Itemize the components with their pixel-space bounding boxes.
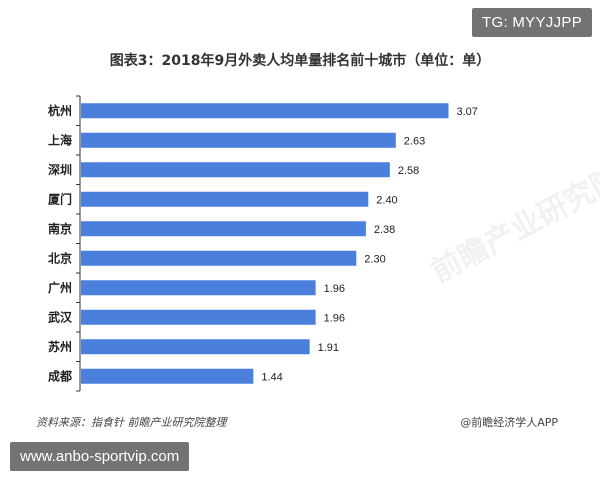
bar [81, 103, 449, 119]
value-label: 2.40 [376, 194, 397, 206]
value-label: 3.07 [456, 106, 477, 118]
category-label: 广州 [48, 280, 72, 295]
bar [81, 339, 310, 355]
url-badge: www.anbo-sportvip.com [10, 442, 190, 471]
bar [81, 280, 316, 296]
bar [81, 309, 316, 325]
bar [81, 132, 396, 148]
value-label: 2.38 [374, 224, 395, 236]
value-label: 1.96 [324, 312, 345, 324]
value-label: 2.63 [404, 135, 425, 147]
bar [81, 162, 390, 178]
category-label: 北京 [48, 250, 72, 265]
bar [81, 250, 357, 266]
chart-title: 图表3：2018年9月外卖人均单量排名前十城市（单位：单） [109, 53, 491, 69]
value-label: 1.91 [318, 342, 339, 354]
value-label: 1.44 [261, 371, 282, 383]
category-label: 武汉 [48, 309, 73, 324]
value-label: 2.58 [398, 165, 419, 177]
credit-note: @前瞻经济学人APP [460, 416, 558, 429]
category-label: 南京 [48, 221, 72, 236]
tag-badge: TG: MYYJJPP [472, 8, 592, 37]
value-label: 2.30 [364, 253, 385, 265]
category-label: 成都 [48, 368, 72, 383]
category-label: 杭州 [48, 103, 72, 118]
category-label: 上海 [48, 132, 72, 147]
category-label: 苏州 [48, 339, 72, 354]
source-note: 资料来源：指食针 前瞻产业研究院整理 [36, 416, 227, 429]
value-label: 1.96 [324, 283, 345, 295]
bar [81, 221, 366, 237]
bar [81, 191, 369, 207]
bar [81, 368, 254, 384]
category-label: 厦门 [48, 191, 72, 206]
category-label: 深圳 [48, 162, 72, 177]
